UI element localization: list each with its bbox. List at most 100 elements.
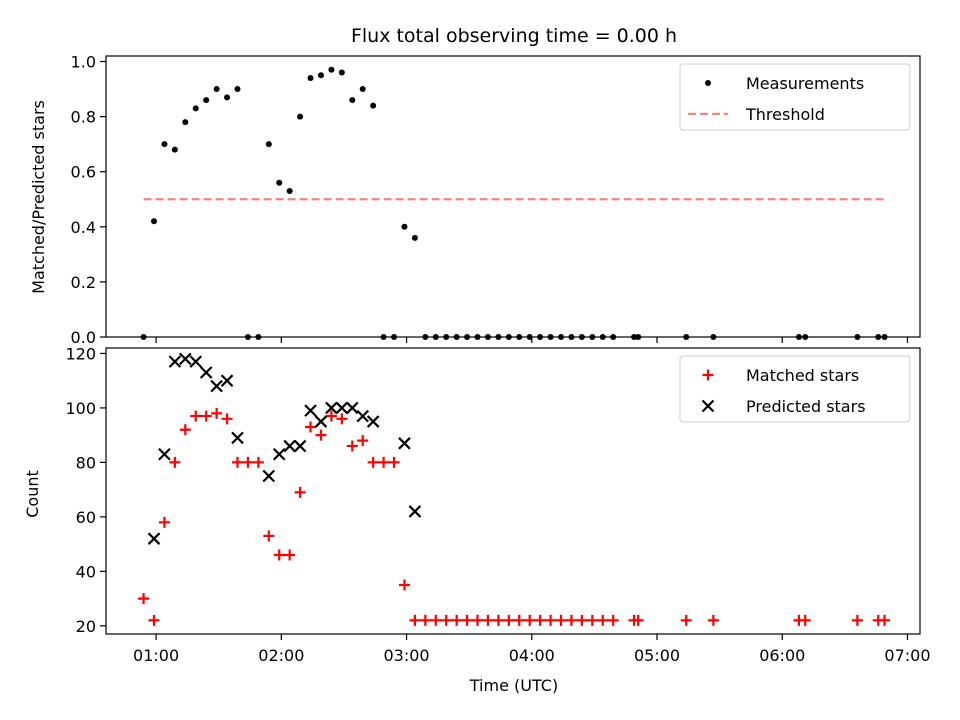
bottom-y-axis-label: Count — [23, 470, 42, 518]
matched-stars-point — [305, 421, 317, 433]
matched-stars-point — [252, 456, 264, 468]
top-panel: 0.0 0.2 0.4 0.6 0.8 1.0 Measurements Threshold — [71, 53, 921, 347]
matched-stars-point — [315, 429, 327, 441]
y-tick-label: 1.0 — [71, 53, 96, 72]
matched-stars-point — [148, 614, 160, 626]
matched-stars-point — [367, 456, 379, 468]
matched-stars-point — [565, 614, 577, 626]
predicted-stars-point — [366, 415, 380, 428]
matched-stars-point — [607, 614, 619, 626]
y-tick-label: 20 — [76, 617, 96, 636]
matched-stars-point — [430, 614, 442, 626]
predicted-stars-point — [168, 355, 182, 368]
matched-stars-point — [555, 614, 567, 626]
predicted-stars-point — [356, 409, 370, 423]
measurement-point — [171, 146, 178, 153]
matched-stars-point — [378, 456, 390, 468]
top-y-axis-label: Matched/Predicted stars — [29, 100, 48, 294]
x-tick-label: 07:00 — [884, 646, 930, 665]
matched-stars-point — [284, 549, 296, 561]
legend-box — [679, 63, 911, 131]
predicted-stars-point — [179, 352, 192, 366]
predicted-stars-point — [158, 447, 171, 461]
measurement-point — [224, 94, 231, 101]
y-tick-label: 0.8 — [71, 108, 96, 127]
bottom-panel: 20 40 60 80 100 120 01:00 02:00 03:00 04:00 05:00 0… — [65, 344, 930, 665]
measurement-point — [203, 97, 210, 104]
x-tick-label: 06:00 — [759, 646, 805, 665]
y-tick-label: 0.0 — [71, 328, 96, 347]
predicted-stars-point — [199, 366, 213, 379]
matched-stars-point — [138, 593, 150, 605]
measurement-point — [349, 97, 356, 104]
matched-stars-point — [419, 614, 431, 626]
measurement-point — [192, 105, 199, 112]
matched-stars-point — [440, 614, 452, 626]
measurement-point — [161, 141, 168, 148]
predicted-stars-point — [272, 447, 286, 461]
legend-label: Threshold — [745, 105, 825, 124]
matched-stars-point — [545, 614, 557, 626]
matched-stars-point — [263, 530, 275, 542]
y-tick-label: 80 — [76, 453, 96, 472]
measurement-point — [317, 72, 324, 79]
matched-stars-point — [680, 614, 692, 626]
matched-stars-point — [451, 614, 463, 626]
matched-stars-point — [273, 549, 285, 561]
legend: Measurements Threshold — [679, 63, 911, 131]
predicted-stars-point — [220, 374, 234, 387]
matched-stars-point — [492, 614, 504, 626]
y-tick-label: 100 — [65, 399, 96, 418]
matched-stars-point — [513, 614, 525, 626]
matched-stars-point — [231, 456, 243, 468]
y-tick-label: 120 — [65, 344, 96, 363]
matched-stars-point — [221, 413, 233, 425]
measurement-point — [213, 86, 220, 93]
predicted-stars-point — [293, 439, 307, 453]
legend-predicted-swatch — [701, 399, 715, 413]
measurement-point — [182, 119, 189, 126]
matched-stars-point — [879, 614, 891, 626]
y-tick-label: 0.4 — [71, 218, 96, 237]
series-1 — [147, 352, 422, 545]
y-tick-label: 0.2 — [71, 273, 96, 292]
matched-stars-point — [388, 456, 400, 468]
predicted-stars-point — [189, 355, 203, 368]
matched-stars-point — [632, 614, 644, 626]
matched-stars-point — [346, 440, 358, 452]
chart-title: Flux total observing time = 0.00 h — [351, 25, 677, 47]
measurement-point — [297, 113, 304, 120]
legend-matched-swatch — [702, 369, 714, 381]
matched-stars-point — [325, 410, 337, 422]
predicted-stars-point — [398, 437, 411, 450]
matched-stars-point — [336, 413, 348, 425]
matched-stars-point — [211, 407, 223, 419]
x-tick-label: 04:00 — [509, 646, 555, 665]
y-tick-label: 60 — [76, 508, 96, 527]
predicted-stars-point — [231, 431, 244, 445]
plot-frame — [105, 55, 921, 338]
matched-stars-point — [503, 614, 515, 626]
measurement-point — [265, 141, 272, 148]
measurement-point — [359, 86, 366, 93]
measurement-point — [307, 75, 314, 82]
measurement-point — [411, 234, 418, 241]
measurement-point — [370, 102, 377, 109]
predicted-stars-point — [408, 505, 422, 518]
legend-label: Matched stars — [746, 366, 859, 385]
matched-stars-point — [597, 614, 609, 626]
matched-stars-point — [294, 486, 306, 498]
measurement-point — [276, 179, 283, 186]
matched-stars-point — [179, 424, 191, 436]
measurement-point — [286, 187, 293, 194]
measurement-point — [151, 218, 158, 225]
predicted-stars-point — [325, 401, 338, 415]
series-0 — [138, 407, 891, 626]
matched-stars-point — [586, 614, 598, 626]
plot-frame — [105, 347, 921, 635]
measurement-point — [338, 69, 345, 76]
matched-stars-point — [524, 614, 536, 626]
matched-stars-point — [357, 435, 369, 447]
predicted-stars-point — [210, 379, 223, 393]
matched-stars-point — [707, 614, 719, 626]
